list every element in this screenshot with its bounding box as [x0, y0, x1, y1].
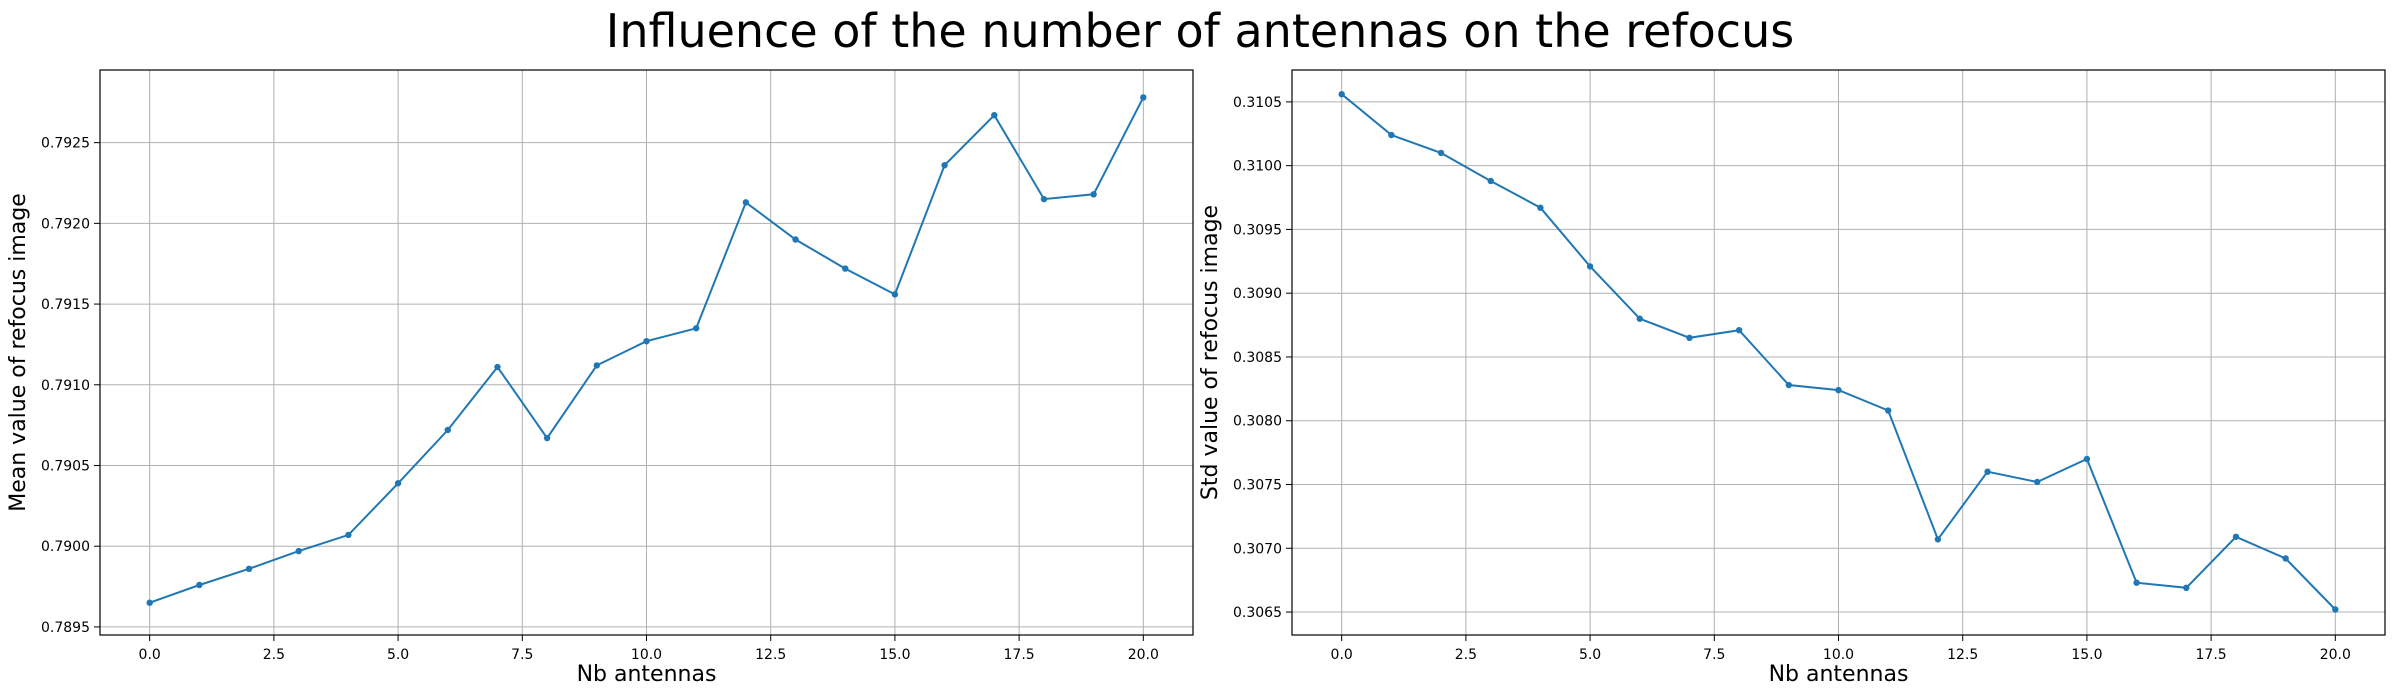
- data-point: [2083, 455, 2091, 463]
- x-tick-label: 7.5: [511, 647, 533, 663]
- x-tick-label: 17.5: [2196, 647, 2227, 663]
- data-point: [1388, 131, 1395, 139]
- data-point: [1040, 195, 1048, 203]
- data-point: [2282, 555, 2289, 562]
- data-point: [742, 199, 750, 206]
- y-tick-label: 0.3065: [1233, 605, 1282, 621]
- plot-frame: [99, 69, 1194, 636]
- data-point: [1984, 468, 1991, 475]
- data-point: [494, 363, 501, 371]
- data-point: [1686, 334, 1693, 342]
- x-tick-label: 20.0: [2320, 647, 2351, 663]
- data-point: [444, 426, 451, 434]
- y-tick-label: 0.3075: [1233, 478, 1282, 494]
- data-point: [543, 434, 551, 442]
- data-point: [1636, 315, 1643, 322]
- data-point: [1140, 94, 1147, 101]
- data-point: [394, 480, 402, 487]
- figure-title: Influence of the number of antennas on t…: [605, 4, 1795, 58]
- data-point: [1884, 407, 1892, 414]
- data-point: [1785, 381, 1793, 389]
- data-point: [1735, 326, 1743, 334]
- data-point: [842, 265, 849, 272]
- data-point: [2034, 478, 2041, 486]
- y-tick-label: 0.3100: [1233, 159, 1282, 175]
- data-point: [2133, 579, 2140, 586]
- data-point: [245, 565, 253, 573]
- y-tick-label: 0.3095: [1233, 222, 1282, 238]
- x-tick-label: 7.5: [1703, 647, 1725, 663]
- y-tick-label: 0.7920: [41, 216, 90, 232]
- data-point: [196, 581, 203, 589]
- data-point: [991, 112, 998, 119]
- data-point: [941, 162, 948, 169]
- x-tick-label: 15.0: [879, 647, 910, 663]
- y-tick-label: 0.7905: [41, 459, 90, 475]
- data-point: [2232, 533, 2240, 540]
- y-tick-label: 0.3070: [1233, 541, 1282, 557]
- data-point: [692, 325, 700, 332]
- y-tick-label: 0.7900: [41, 539, 90, 555]
- data-point: [593, 362, 601, 369]
- x-tick-label: 12.5: [1947, 647, 1978, 663]
- data-point: [1934, 536, 1942, 543]
- x-tick-label: 2.5: [1455, 647, 1477, 663]
- y-tick-label: 0.7910: [41, 378, 90, 394]
- data-point: [2332, 606, 2339, 613]
- x-tick-label: 0.0: [1331, 647, 1353, 663]
- x-tick-label: 12.5: [755, 647, 786, 663]
- data-point: [146, 599, 153, 606]
- y-tick-label: 0.7915: [41, 297, 90, 313]
- x-tick-label: 0.0: [139, 647, 161, 663]
- x-tick-label: 2.5: [263, 647, 285, 663]
- y-tick-label: 0.3085: [1233, 350, 1282, 366]
- x-tick-label: 5.0: [1579, 647, 1601, 663]
- data-point: [295, 547, 302, 555]
- x-tick-label: 20.0: [1128, 647, 1159, 663]
- y-tick-label: 0.3105: [1233, 95, 1282, 111]
- y-tick-label: 0.3090: [1233, 286, 1282, 302]
- y-tick-label: 0.7925: [41, 136, 90, 152]
- data-point: [2183, 584, 2190, 592]
- y-axis-label: Mean value of refocus image: [6, 193, 31, 512]
- x-tick-label: 15.0: [2071, 647, 2102, 663]
- data-point: [1537, 204, 1544, 211]
- data-point: [1437, 149, 1445, 157]
- x-axis-label: Nb antennas: [1769, 662, 1909, 687]
- data-point: [1586, 263, 1594, 270]
- x-tick-label: 10.0: [1823, 647, 1854, 663]
- x-tick-label: 5.0: [387, 647, 409, 663]
- data-point: [1487, 177, 1494, 185]
- x-tick-label: 17.5: [1004, 647, 1035, 663]
- plot-frame: [1291, 69, 2386, 636]
- data-point: [1835, 386, 1842, 394]
- chart-panel-1: 0.0 2.5 5.0 7.5 10.0 12.5 15.0 17.5 20.0 0.7895 0.…: [6, 69, 1194, 687]
- y-tick-label: 0.3080: [1233, 414, 1282, 430]
- data-point: [1090, 191, 1097, 198]
- data-point: [345, 531, 352, 539]
- data-point: [891, 291, 899, 298]
- y-axis-label: Std value of refocus image: [1198, 205, 1223, 500]
- chart-panel-2: 0.0 2.5 5.0 7.5 10.0 12.5 15.0 17.5 20.0 0.3065 0.…: [1198, 69, 2386, 687]
- y-tick-label: 0.7895: [41, 620, 90, 636]
- data-point: [643, 338, 650, 345]
- data-point: [792, 236, 799, 243]
- x-axis-label: Nb antennas: [577, 662, 717, 687]
- data-point: [1338, 91, 1345, 98]
- x-tick-label: 10.0: [631, 647, 662, 663]
